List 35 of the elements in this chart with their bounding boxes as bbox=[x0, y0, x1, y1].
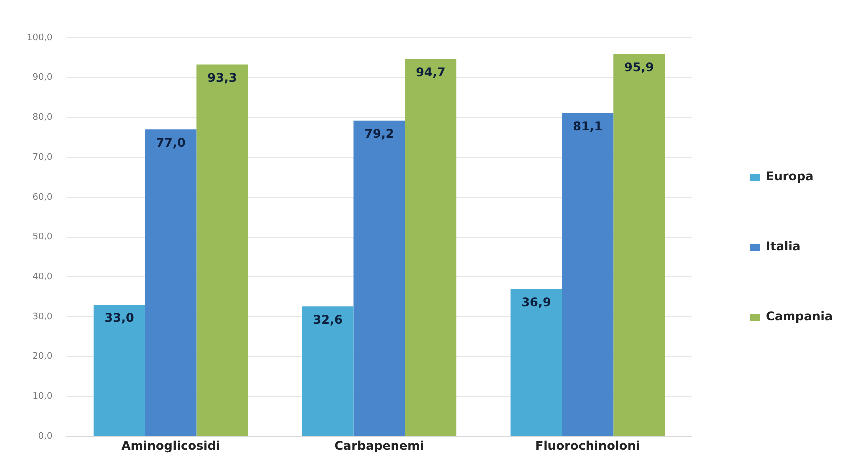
y-tick-label: 20,0 bbox=[32, 352, 54, 362]
y-tick-label: 0,0 bbox=[38, 432, 54, 442]
data-label: 77,0 bbox=[156, 136, 186, 150]
legend-label: Campania bbox=[766, 310, 834, 324]
data-label: 93,3 bbox=[208, 70, 238, 85]
bar bbox=[302, 306, 354, 436]
data-label: 94,7 bbox=[416, 65, 446, 80]
y-tick-label: 100,0 bbox=[27, 33, 54, 44]
y-tick-label: 40,0 bbox=[32, 272, 54, 283]
bar bbox=[510, 290, 562, 436]
bar bbox=[354, 120, 406, 436]
bar bbox=[562, 113, 614, 436]
x-tick-label: Carbapenemi bbox=[334, 438, 424, 453]
y-tick-label: 30,0 bbox=[32, 312, 54, 322]
data-label: 95,9 bbox=[624, 60, 654, 74]
x-tick-label: Aminoglicosidi bbox=[122, 438, 220, 453]
y-tick-label: 50,0 bbox=[32, 232, 54, 243]
data-label: 36,9 bbox=[522, 296, 552, 310]
y-tick-label: 60,0 bbox=[32, 192, 54, 203]
legend-label: Italia bbox=[766, 240, 801, 254]
data-label: 32,6 bbox=[313, 312, 343, 327]
y-tick-label: 90,0 bbox=[32, 73, 54, 84]
y-tick-label: 10,0 bbox=[32, 392, 54, 402]
y-tick-label: 80,0 bbox=[32, 113, 54, 124]
legend-label: Europa bbox=[766, 170, 814, 184]
bar bbox=[405, 59, 457, 436]
bar bbox=[196, 64, 248, 436]
x-tick-label: Fluorochinoloni bbox=[536, 438, 640, 453]
y-tick-label: 70,0 bbox=[32, 152, 54, 163]
data-label: 81,1 bbox=[573, 119, 603, 134]
bar bbox=[145, 130, 197, 436]
data-label: 79,2 bbox=[364, 127, 394, 142]
bar bbox=[614, 54, 666, 436]
bar bbox=[94, 305, 146, 436]
data-label: 33,0 bbox=[104, 311, 134, 326]
